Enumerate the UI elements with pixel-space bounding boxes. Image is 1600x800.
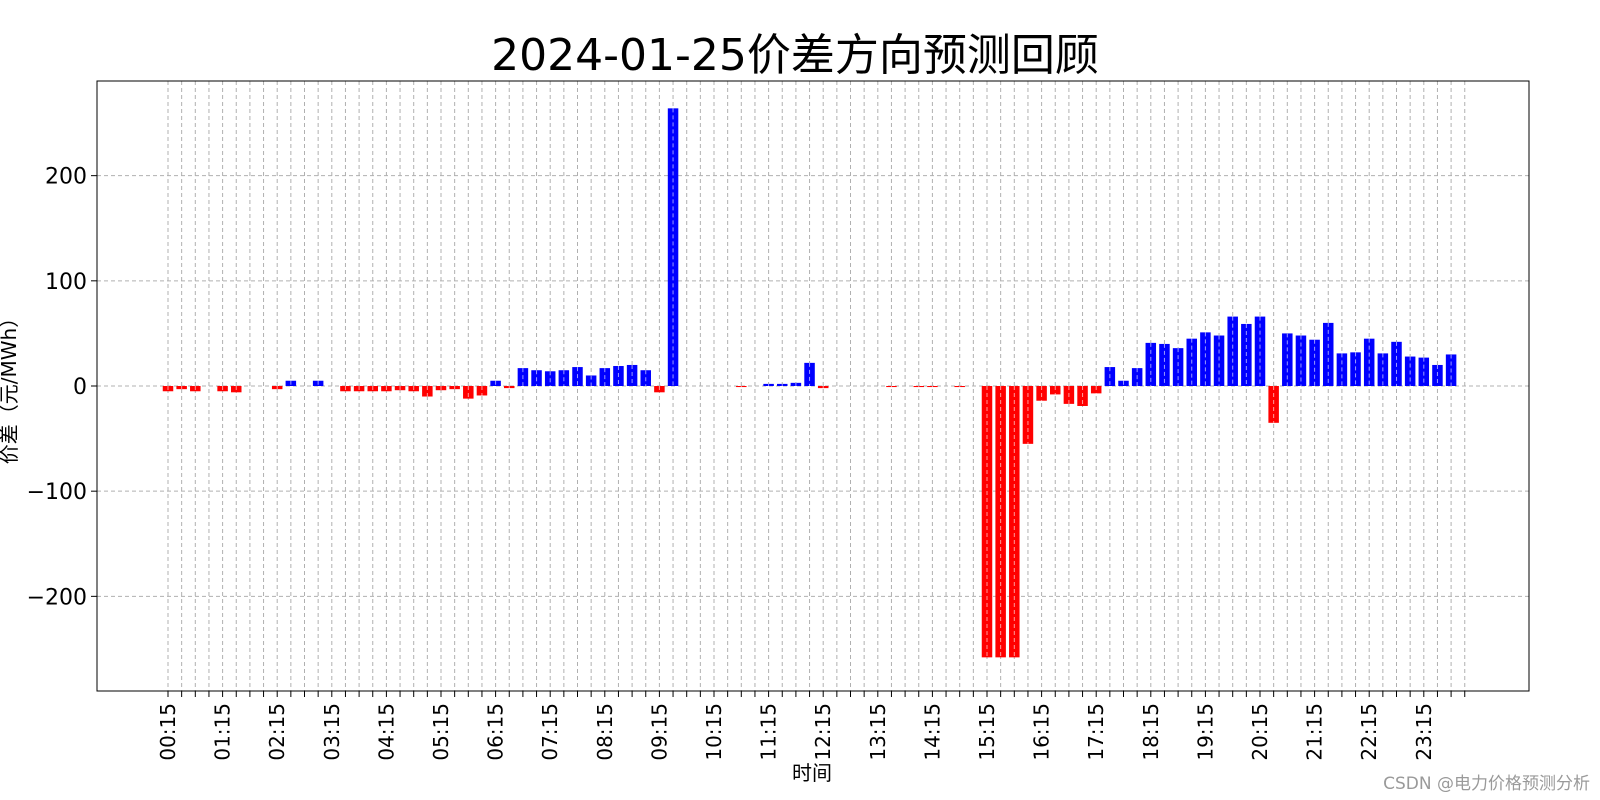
x-tick-label: 22:15 <box>1357 703 1381 761</box>
bars <box>162 108 1457 658</box>
bar <box>1172 348 1184 386</box>
bar <box>804 362 815 386</box>
bar <box>1200 332 1211 386</box>
x-tick-label: 14:15 <box>920 703 944 761</box>
bar <box>667 108 679 387</box>
watermark: CSDN @电力价格预测分析 <box>1383 774 1590 794</box>
y-tick-label: 200 <box>45 165 87 190</box>
bar <box>1227 316 1238 386</box>
x-tick-label: 23:15 <box>1412 703 1436 761</box>
bar <box>463 386 474 399</box>
bar <box>1254 316 1266 386</box>
x-tick-label: 08:15 <box>593 703 617 761</box>
x-tick-label: 11:15 <box>757 703 781 761</box>
x-tick-label: 05:15 <box>429 703 453 761</box>
bar <box>585 375 597 386</box>
x-tick-label: 21:15 <box>1303 703 1327 761</box>
y-tick-label: −200 <box>27 585 87 610</box>
x-tick-label: 00:15 <box>156 703 180 761</box>
x-tick-label: 04:15 <box>374 703 398 761</box>
chart-title: 2024-01-25价差方向预测回顾 <box>491 30 1099 81</box>
x-tick-label: 20:15 <box>1248 703 1272 761</box>
x-tick-label: 09:15 <box>647 703 671 761</box>
x-tick-label: 17:15 <box>1084 703 1108 761</box>
x-tick-label: 19:15 <box>1193 703 1217 761</box>
x-tick-label: 13:15 <box>866 703 890 761</box>
bar <box>476 386 488 396</box>
x-tick-label: 06:15 <box>484 703 508 761</box>
y-tick-label: −100 <box>27 480 87 505</box>
bar <box>1295 335 1307 386</box>
y-axis-label: 价差（元/MWh） <box>0 308 21 464</box>
bar <box>1282 333 1293 386</box>
x-tick-label: 03:15 <box>320 703 344 761</box>
bar <box>1050 386 1061 395</box>
x-tick-label: 12:15 <box>811 703 835 761</box>
x-tick-label: 01:15 <box>211 703 235 761</box>
x-tick-label: 15:15 <box>975 703 999 761</box>
x-tick-label: 18:15 <box>1139 703 1163 761</box>
x-axis-ticks: 00:15 01:15 02:15 03:15 04:15 05:15 06:15 07:15… <box>156 691 1466 761</box>
bar <box>1213 335 1225 386</box>
y-tick-label: 0 <box>73 375 87 400</box>
x-axis-label: 时间 <box>792 761 832 785</box>
y-tick-label: 100 <box>45 270 87 295</box>
x-tick-label: 16:15 <box>1030 703 1054 761</box>
bar <box>1268 386 1279 423</box>
y-axis-ticks: −200 −100 0 100 200 <box>27 165 97 610</box>
x-tick-label: 07:15 <box>538 703 562 761</box>
bar <box>422 386 433 397</box>
x-tick-label: 02:15 <box>265 703 289 761</box>
x-tick-label: 10:15 <box>702 703 726 761</box>
